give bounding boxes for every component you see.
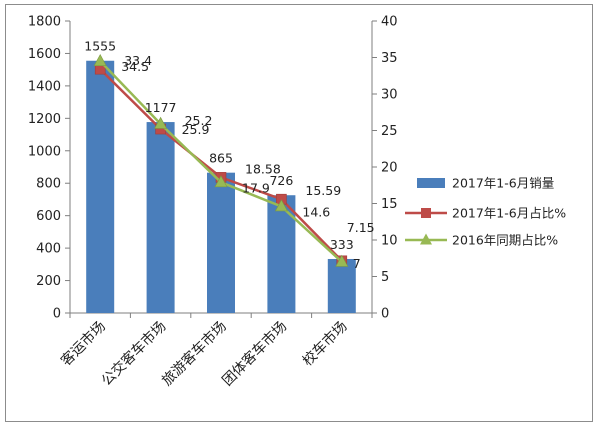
legend-label: 2016年同期占比% xyxy=(452,233,558,248)
line-value-label: 25.9 xyxy=(182,122,210,137)
y-tick-label-right: 10 xyxy=(381,234,398,249)
y-tick-label-left: 400 xyxy=(36,242,61,257)
bar xyxy=(146,122,175,313)
y-tick-label-left: 1600 xyxy=(28,47,61,62)
y-tick-label-left: 1800 xyxy=(28,15,61,30)
point-marker-triangle xyxy=(335,254,349,267)
line-value-label: 7.15 xyxy=(347,220,375,235)
y-tick-label-right: 40 xyxy=(381,15,398,30)
point-marker-triangle xyxy=(154,116,168,129)
bar-value-label: 865 xyxy=(209,151,233,166)
point-marker-triangle xyxy=(214,175,228,188)
y-tick-label-left: 800 xyxy=(36,177,61,192)
bar xyxy=(86,60,115,313)
y-tick-label-left: 200 xyxy=(36,274,61,289)
bar xyxy=(327,258,356,313)
y-tick-label-right: 30 xyxy=(381,88,398,103)
y-tick-label-right: 25 xyxy=(381,124,398,139)
legend-label: 2017年1-6月占比% xyxy=(452,206,566,221)
data-labels: 1555 1177 865 726 333 33.4 25.2 18.58 15.59 7.15 3… xyxy=(84,39,374,271)
legend-marker-square xyxy=(421,208,431,218)
bar xyxy=(267,195,296,313)
y-tick-label-right: 5 xyxy=(381,270,389,285)
y-tick-label-right: 35 xyxy=(381,51,398,66)
line-value-label: 34.5 xyxy=(121,59,149,74)
y-tick-label-left: 1000 xyxy=(28,144,61,159)
y-tick-label-right: 15 xyxy=(381,197,398,212)
bar xyxy=(207,172,235,313)
line-value-label: 14.6 xyxy=(302,204,330,219)
legend: 2017年1-6月销量 2017年1-6月占比% 2016年同期占比% xyxy=(405,176,566,248)
y-tick-label-left: 1400 xyxy=(28,79,61,94)
y-tick-label-right: 20 xyxy=(381,161,398,176)
bar-value-label: 726 xyxy=(269,173,293,188)
line-value-label: 25.2 xyxy=(185,113,213,128)
point-marker-triangle xyxy=(93,54,107,66)
x-tick-label: 团体客车市场 xyxy=(219,318,290,389)
line-value-label: 33.4 xyxy=(124,53,152,68)
bar-value-label: 1177 xyxy=(145,100,177,115)
y-tick-label-left: 1200 xyxy=(28,112,61,127)
bar-value-label: 1555 xyxy=(84,39,116,54)
y-tick-label-left: 600 xyxy=(36,209,61,224)
line-value-label: 18.58 xyxy=(245,161,281,176)
line-value-label: 17.9 xyxy=(242,180,270,195)
bar-series xyxy=(86,60,356,313)
point-marker-triangle xyxy=(274,199,288,212)
line-value-label: 7 xyxy=(353,256,361,271)
y-tick-label-left: 0 xyxy=(53,307,61,322)
legend-label: 2017年1-6月销量 xyxy=(452,176,554,191)
legend-marker-triangle xyxy=(420,233,432,245)
y-tick-label-right: 0 xyxy=(381,307,389,322)
line-value-label: 15.59 xyxy=(305,183,341,198)
x-tick-label: 校车市场 xyxy=(299,318,351,370)
bar-value-label: 333 xyxy=(330,237,354,252)
x-tick-label: 客运市场 xyxy=(57,318,109,370)
legend-swatch-bar xyxy=(417,178,445,188)
line-series xyxy=(93,54,349,267)
